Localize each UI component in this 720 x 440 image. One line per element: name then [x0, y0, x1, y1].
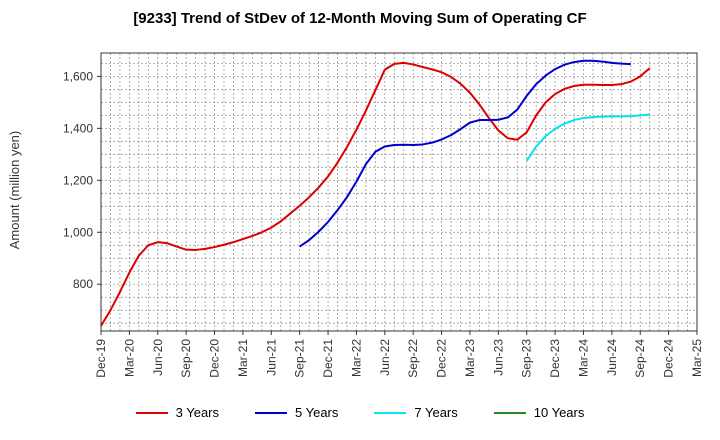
x-tick-label: Mar-24: [576, 339, 590, 377]
x-tick-label: Jun-22: [378, 339, 392, 376]
x-tick-label: Jun-24: [605, 339, 619, 376]
x-tick-label: Sep-23: [520, 339, 534, 378]
x-tick-label: Sep-24: [633, 339, 647, 378]
y-tick-label: 1,600: [63, 69, 93, 83]
legend-item: 7 Years: [374, 405, 458, 420]
legend-item: 10 Years: [493, 405, 585, 420]
legend-swatch: [135, 411, 168, 414]
legend-label: 5 Years: [295, 405, 339, 420]
x-tick-label: Sep-21: [293, 339, 307, 378]
y-axis-title: Amount (million yen): [7, 131, 22, 250]
x-tick-label: Jun-20: [151, 339, 165, 376]
x-tick-label: Mar-23: [463, 339, 477, 377]
y-tick-label: 800: [73, 277, 93, 291]
series-line-5-years: [299, 59, 631, 248]
series-lines: [100, 59, 651, 327]
x-tick-label: Dec-23: [548, 339, 562, 378]
chart-title: [9233] Trend of StDev of 12-Month Moving…: [133, 10, 587, 27]
x-tick-label: Dec-21: [321, 339, 335, 378]
legend-swatch: [493, 411, 526, 414]
series-line-7-years: [525, 113, 650, 162]
legend-label: 10 Years: [533, 405, 585, 420]
x-tick-label: Sep-20: [179, 339, 193, 378]
series-line-3-years: [100, 61, 651, 327]
grid: [101, 53, 697, 331]
x-tick-label: Sep-22: [406, 339, 420, 378]
x-tick-label: Jun-21: [264, 339, 278, 376]
legend-label: 3 Years: [175, 405, 219, 420]
y-tick-label: 1,000: [63, 225, 93, 239]
legend-swatch: [255, 411, 287, 414]
x-tick-label: Mar-21: [236, 339, 250, 377]
y-tick-label: 1,400: [63, 121, 93, 135]
legend-item: 3 Years: [135, 405, 219, 420]
legend-label: 7 Years: [414, 405, 458, 420]
x-tick-label: Mar-25: [690, 339, 704, 377]
x-tick-label: Mar-20: [122, 339, 136, 377]
x-tick-label: Dec-24: [662, 339, 676, 378]
legend-swatch: [374, 411, 407, 414]
legend: 3 Years 5 Years 7 Years 10 Years: [0, 405, 720, 420]
x-tick-label: Dec-19: [94, 339, 108, 378]
x-axis-ticks: Dec-19 Mar-20 Jun-20 Sep-20 Dec-20 Mar-21 Jun-…: [94, 331, 704, 378]
y-tick-label: 1,200: [63, 173, 93, 187]
y-axis-ticks: 800 1,000 1,200 1,400 1,600: [63, 69, 101, 291]
x-tick-label: Jun-23: [491, 339, 505, 376]
legend-item: 5 Years: [255, 405, 338, 420]
plot-frame: [100, 52, 698, 332]
x-tick-label: Dec-22: [435, 339, 449, 378]
x-tick-label: Mar-22: [349, 339, 363, 377]
x-tick-label: Dec-20: [208, 339, 222, 378]
